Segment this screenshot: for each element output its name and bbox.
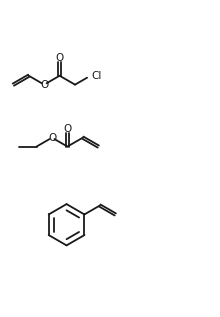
Text: Cl: Cl (92, 71, 102, 81)
Text: O: O (63, 124, 72, 134)
Text: O: O (55, 53, 64, 63)
Text: O: O (40, 80, 48, 90)
Text: O: O (48, 133, 56, 143)
